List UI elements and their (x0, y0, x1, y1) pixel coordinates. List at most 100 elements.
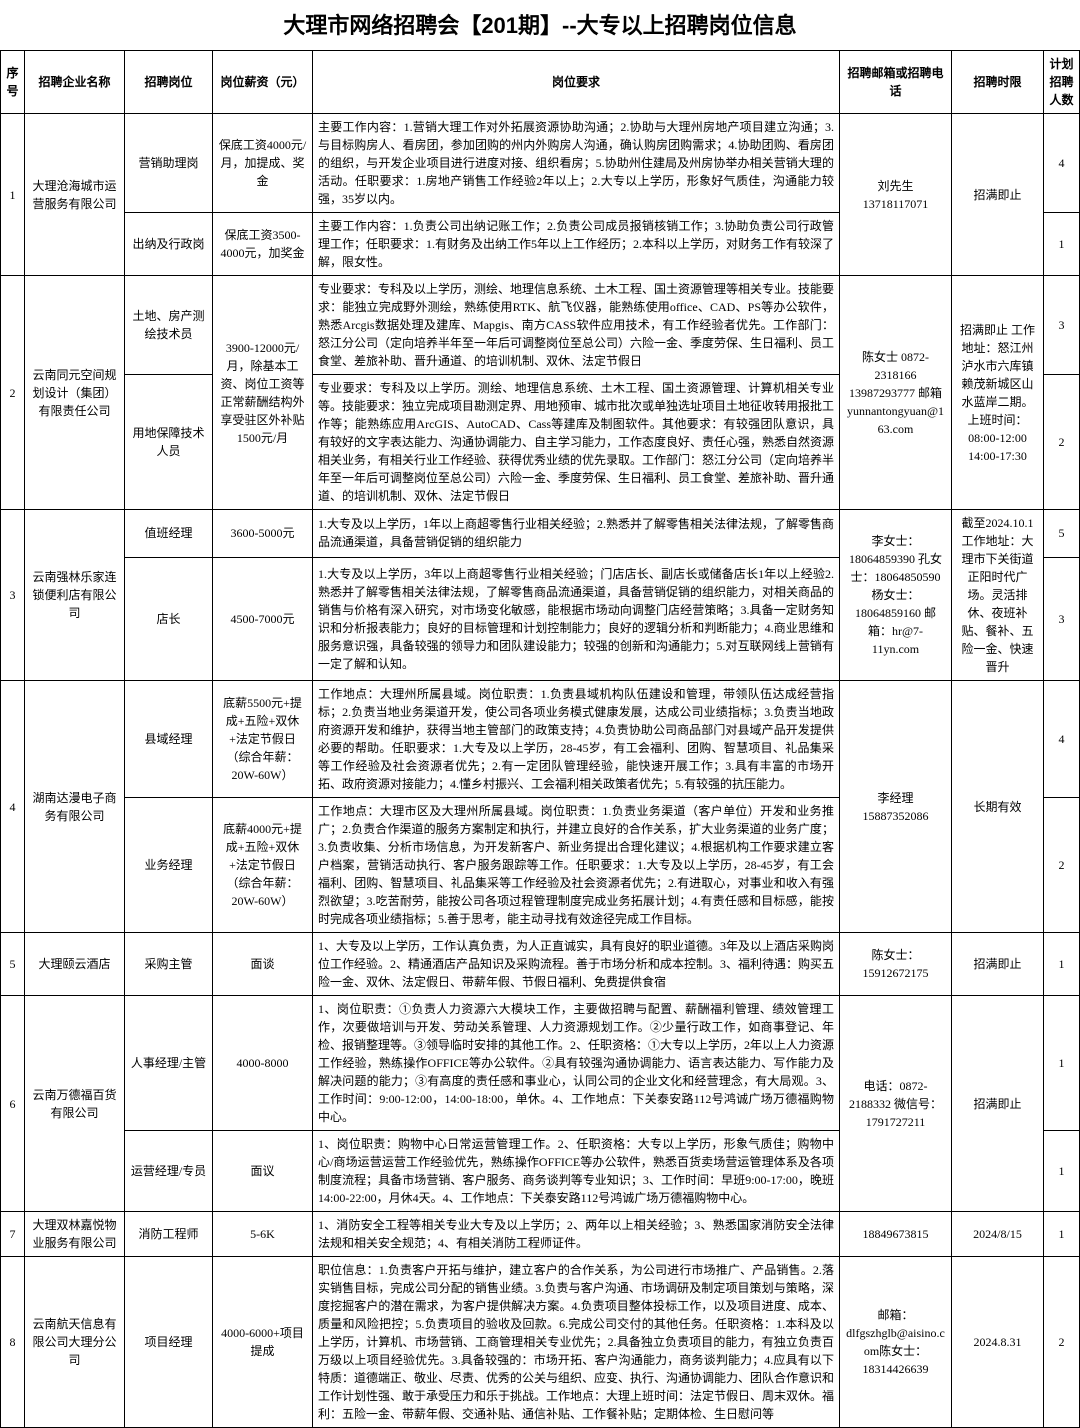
cell-count: 4 (1044, 681, 1080, 798)
cell-requirement: 主要工作内容：1.负责公司出纳记账工作；2.负责公司成员报销核销工作；3.协助负… (313, 213, 840, 276)
cell-seq: 7 (1, 1212, 25, 1257)
cell-requirement: 1、消防安全工程等相关专业大专及以上学历；2、两年以上相关经验；3、熟悉国家消防… (313, 1212, 840, 1257)
cell-count: 1 (1044, 1212, 1080, 1257)
cell-position: 消防工程师 (125, 1212, 213, 1257)
header-deadline: 招聘时限 (952, 51, 1044, 114)
cell-contact: 18849673815 (840, 1212, 952, 1257)
cell-requirement: 1、大专及以上学历，工作认真负责，为人正直诚实，具有良好的职业道德。3年及以上酒… (313, 933, 840, 996)
cell-requirement: 主要工作内容：1.营销大理工作对外拓展资源协助沟通；2.协助与大理州房地产项目建… (313, 114, 840, 213)
cell-requirement: 专业要求：专科及以上学历，测绘、地理信息系统、土木工程、国土资源管理等相关专业。… (313, 276, 840, 375)
page-title: 大理市网络招聘会【201期】--大专以上招聘岗位信息 (0, 0, 1080, 50)
header-count: 计划招聘人数 (1044, 51, 1080, 114)
cell-position: 店长 (125, 557, 213, 681)
table-row: 8云南航天信息有限公司大理分公司项目经理4000-6000+项目提成职位信息：1… (1, 1257, 1080, 1428)
cell-salary: 4500-7000元 (213, 557, 313, 681)
cell-salary: 4000-8000 (213, 996, 313, 1131)
cell-position: 出纳及行政岗 (125, 213, 213, 276)
header-req: 岗位要求 (313, 51, 840, 114)
cell-contact: 陈女士 0872-2318166 13987293777 邮箱 yunnanto… (840, 276, 952, 510)
cell-seq: 1 (1, 114, 25, 276)
cell-salary: 保底工资3500-4000元，加奖金 (213, 213, 313, 276)
cell-salary: 3900-12000元/月，除基本工资、岗位工资等正常薪酬结构外享受驻区外补贴1… (213, 276, 313, 510)
cell-count: 1 (1044, 1131, 1080, 1212)
cell-requirement: 1、岗位职责：购物中心日常运营管理工作。2、任职资格：大专以上学历，形象气质佳；… (313, 1131, 840, 1212)
cell-salary: 底薪4000元+提成+五险+双休+法定节假日（综合年薪：20W-60W） (213, 798, 313, 933)
cell-salary: 3600-5000元 (213, 510, 313, 558)
cell-requirement: 专业要求：专科及以上学历。测绘、地理信息系统、土木工程、国土资源管理、计算机相关… (313, 375, 840, 510)
cell-count: 3 (1044, 276, 1080, 375)
cell-count: 3 (1044, 557, 1080, 681)
cell-position: 土地、房产测绘技术员 (125, 276, 213, 375)
cell-requirement: 1.大专及以上学历，1年以上商超零售行业相关经验；2.熟悉并了解零售相关法律法规… (313, 510, 840, 558)
cell-requirement: 职位信息：1.负责客户开拓与维护，建立客户的合作关系，为公司进行市场推广、产品销… (313, 1257, 840, 1428)
cell-deadline: 招满即止 (952, 933, 1044, 996)
cell-deadline: 长期有效 (952, 681, 1044, 933)
table-row: 1大理沧海城市运营服务有限公司营销助理岗保底工资4000元/月，加提成、奖金主要… (1, 114, 1080, 213)
table-row: 5大理颐云酒店采购主管面谈1、大专及以上学历，工作认真负责，为人正直诚实，具有良… (1, 933, 1080, 996)
cell-company: 大理颐云酒店 (25, 933, 125, 996)
cell-company: 大理双林嘉悦物业服务有限公司 (25, 1212, 125, 1257)
cell-requirement: 1、岗位职责：①负责人力资源六大模块工作，主要做招聘与配置、薪酬福利管理、绩效管… (313, 996, 840, 1131)
cell-contact: 李经理 15887352086 (840, 681, 952, 933)
cell-requirement: 1.大专及以上学历，3年以上商超零售行业相关经验；门店店长、副店长或储备店长1年… (313, 557, 840, 681)
cell-position: 县域经理 (125, 681, 213, 798)
cell-contact: 刘先生 13718117071 (840, 114, 952, 276)
cell-deadline: 招满即止 (952, 996, 1044, 1212)
cell-count: 2 (1044, 375, 1080, 510)
cell-seq: 8 (1, 1257, 25, 1428)
header-contact: 招聘邮箱或招聘电话 (840, 51, 952, 114)
cell-company: 云南强林乐家连锁便利店有限公司 (25, 510, 125, 681)
cell-count: 5 (1044, 510, 1080, 558)
cell-count: 4 (1044, 114, 1080, 213)
cell-deadline: 2024/8/15 (952, 1212, 1044, 1257)
cell-salary: 底薪5500元+提成+五险+双休+法定节假日（综合年薪：20W-60W） (213, 681, 313, 798)
cell-deadline: 招满即止 工作地址：怒江州泸水市六库镇赖茂新城区山水蓝岸二期。上班时间：08:0… (952, 276, 1044, 510)
cell-count: 2 (1044, 798, 1080, 933)
table-row: 2云南同元空间规划设计（集团）有限责任公司土地、房产测绘技术员3900-1200… (1, 276, 1080, 375)
cell-position: 用地保障技术人员 (125, 375, 213, 510)
cell-position: 营销助理岗 (125, 114, 213, 213)
cell-count: 2 (1044, 1257, 1080, 1428)
cell-company: 大理沧海城市运营服务有限公司 (25, 114, 125, 276)
header-position: 招聘岗位 (125, 51, 213, 114)
cell-contact: 陈女士：15912672175 (840, 933, 952, 996)
table-header-row: 序号 招聘企业名称 招聘岗位 岗位薪资（元） 岗位要求 招聘邮箱或招聘电话 招聘… (1, 51, 1080, 114)
cell-requirement: 工作地点：大理市区及大理州所属县域。岗位职责：1.负责业务渠道（客户单位）开发和… (313, 798, 840, 933)
cell-salary: 面谈 (213, 933, 313, 996)
cell-salary: 面议 (213, 1131, 313, 1212)
cell-position: 业务经理 (125, 798, 213, 933)
cell-company: 云南航天信息有限公司大理分公司 (25, 1257, 125, 1428)
cell-count: 1 (1044, 933, 1080, 996)
table-row: 4湖南达漫电子商务有限公司县域经理底薪5500元+提成+五险+双休+法定节假日（… (1, 681, 1080, 798)
cell-salary: 保底工资4000元/月，加提成、奖金 (213, 114, 313, 213)
cell-company: 云南万德福百货有限公司 (25, 996, 125, 1212)
cell-contact: 李女士：18064859390 孔女士：18064850590 杨女士：1806… (840, 510, 952, 681)
cell-seq: 6 (1, 996, 25, 1212)
cell-position: 值班经理 (125, 510, 213, 558)
table-row: 3云南强林乐家连锁便利店有限公司值班经理3600-5000元1.大专及以上学历，… (1, 510, 1080, 558)
header-company: 招聘企业名称 (25, 51, 125, 114)
cell-position: 采购主管 (125, 933, 213, 996)
job-listing-table: 序号 招聘企业名称 招聘岗位 岗位薪资（元） 岗位要求 招聘邮箱或招聘电话 招聘… (0, 50, 1080, 1428)
cell-contact: 电话：0872-2188332 微信号：1791727211 (840, 996, 952, 1212)
cell-position: 运营经理/专员 (125, 1131, 213, 1212)
cell-requirement: 工作地点：大理州所属县域。岗位职责：1.负责县域机构队伍建设和管理，带领队伍达成… (313, 681, 840, 798)
cell-salary: 4000-6000+项目提成 (213, 1257, 313, 1428)
cell-deadline: 招满即止 (952, 114, 1044, 276)
cell-salary: 5-6K (213, 1212, 313, 1257)
cell-position: 人事经理/主管 (125, 996, 213, 1131)
header-salary: 岗位薪资（元） (213, 51, 313, 114)
cell-count: 1 (1044, 996, 1080, 1131)
table-row: 6云南万德福百货有限公司人事经理/主管4000-80001、岗位职责：①负责人力… (1, 996, 1080, 1131)
cell-seq: 5 (1, 933, 25, 996)
cell-count: 1 (1044, 213, 1080, 276)
cell-seq: 3 (1, 510, 25, 681)
cell-position: 项目经理 (125, 1257, 213, 1428)
cell-seq: 4 (1, 681, 25, 933)
cell-company: 湖南达漫电子商务有限公司 (25, 681, 125, 933)
cell-seq: 2 (1, 276, 25, 510)
cell-deadline: 2024.8.31 (952, 1257, 1044, 1428)
table-row: 7大理双林嘉悦物业服务有限公司消防工程师5-6K1、消防安全工程等相关专业大专及… (1, 1212, 1080, 1257)
cell-company: 云南同元空间规划设计（集团）有限责任公司 (25, 276, 125, 510)
cell-deadline: 截至2024.10.1 工作地址：大理市下关街道正阳时代广场。灵活排休、夜班补贴… (952, 510, 1044, 681)
